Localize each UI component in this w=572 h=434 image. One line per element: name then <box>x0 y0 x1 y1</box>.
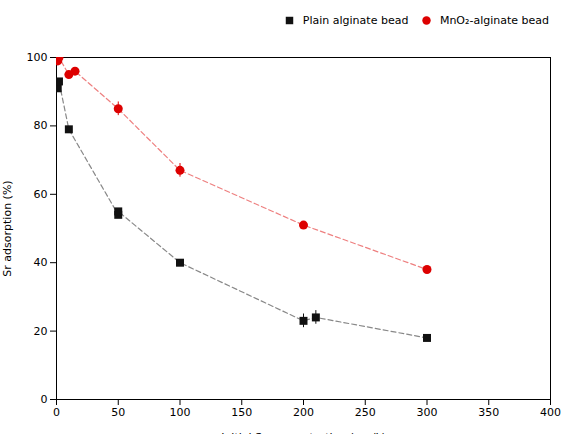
svg-text:150: 150 <box>231 406 252 419</box>
svg-text:200: 200 <box>293 406 314 419</box>
svg-text:400: 400 <box>540 406 561 419</box>
svg-text:350: 350 <box>478 406 499 419</box>
svg-text:0: 0 <box>53 406 60 419</box>
svg-text:100: 100 <box>27 51 48 64</box>
svg-text:80: 80 <box>34 119 48 132</box>
svg-text:Initial Sr concentration (mg/L: Initial Sr concentration (mg/L) <box>221 430 386 434</box>
svg-text:50: 50 <box>111 406 125 419</box>
svg-text:0: 0 <box>41 393 48 406</box>
svg-text:60: 60 <box>34 187 48 200</box>
svg-text:40: 40 <box>34 256 48 269</box>
svg-text:300: 300 <box>417 406 438 419</box>
html-text:MnO₂-alginate bead: MnO₂-alginate bead <box>439 14 549 27</box>
html-text:Plain alginate bead: Plain alginate bead <box>302 14 409 27</box>
svg-text:Sr adsorption (%): Sr adsorption (%) <box>1 180 14 276</box>
svg-text:100: 100 <box>170 406 191 419</box>
svg-text:250: 250 <box>355 406 376 419</box>
svg-text:20: 20 <box>34 324 48 337</box>
